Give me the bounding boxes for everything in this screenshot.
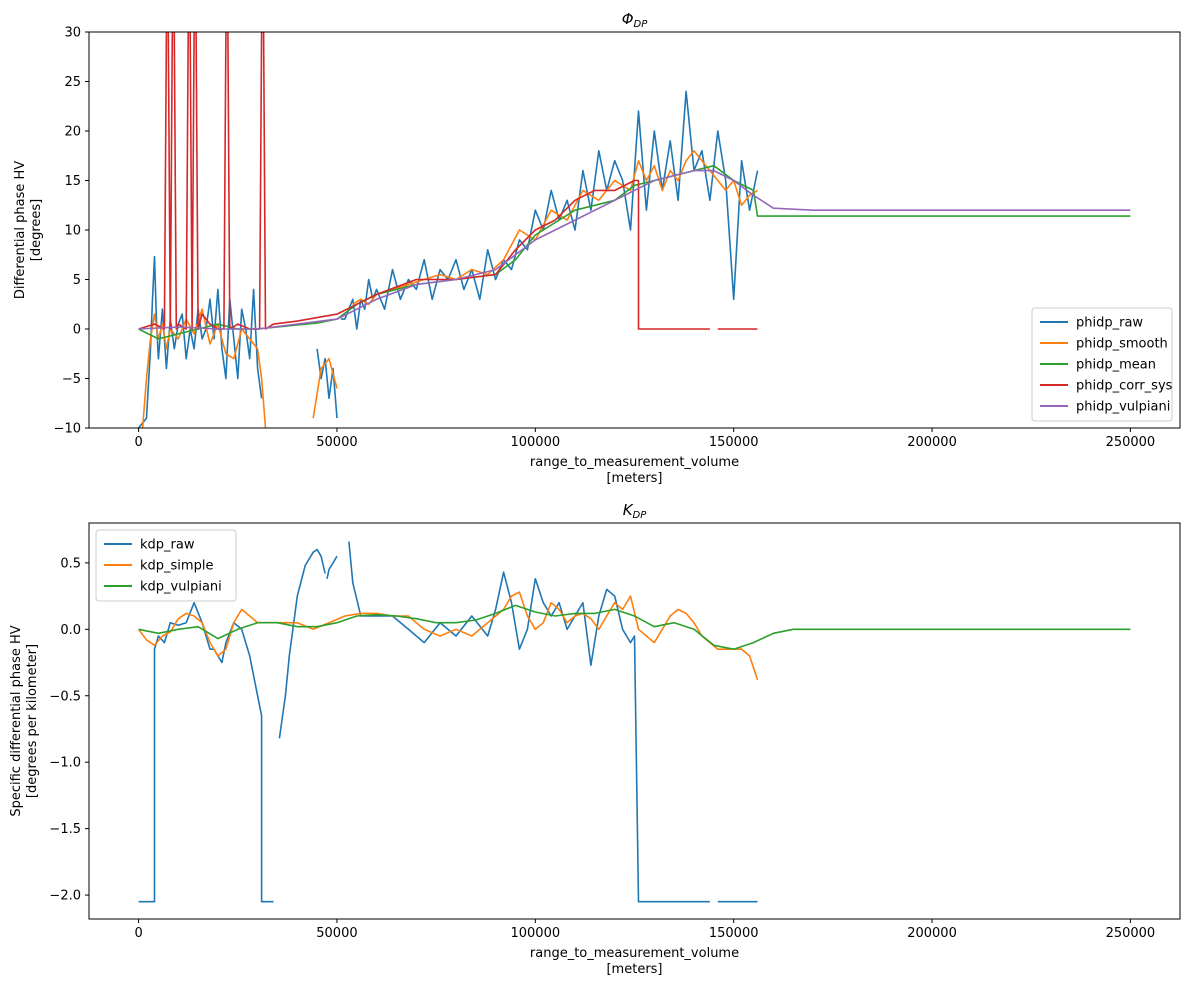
y-axis-label: Differential phase HV [13, 161, 28, 299]
legend-label: kdp_raw [140, 538, 195, 553]
legend-label: phidp_vulpiani [1076, 400, 1170, 415]
series-line-phidp_smooth [141, 150, 758, 428]
series-line-phidp_corr_sys [138, 32, 758, 330]
x-tick-label: 150000 [709, 926, 759, 941]
x-tick-label: 100000 [510, 435, 560, 450]
legend-label: kdp_vulpiani [140, 580, 222, 595]
y-axis-units: [degrees] [29, 199, 44, 261]
x-tick-label: 250000 [1106, 926, 1156, 941]
y-tick-label: −1.0 [49, 756, 81, 771]
x-tick-label: 50000 [316, 435, 357, 450]
series-line-kdp_raw [138, 541, 758, 903]
y-tick-label: 0.0 [60, 623, 81, 638]
x-tick-label: 150000 [709, 435, 759, 450]
x-tick-label: 200000 [907, 926, 957, 941]
y-axis-label: Specific differential phase HV [9, 625, 24, 816]
x-tick-label: 100000 [510, 926, 560, 941]
phidp-chart: 0 50000 100000 150000 200000 250000 −10 −5 0 5 10 1… [13, 10, 1181, 486]
legend-label: phidp_smooth [1076, 337, 1168, 352]
x-tick-label: 50000 [316, 926, 357, 941]
y-axis-units: [degrees per kilometer] [25, 644, 40, 798]
series-line-kdp_vulpiani [138, 604, 1131, 650]
chart-title: KDP [623, 501, 648, 521]
y-tick-label: 0.5 [60, 556, 81, 571]
y-tick-label: −1.5 [49, 822, 81, 837]
series-line-phidp_vulpiani [138, 169, 1131, 330]
legend-label: phidp_mean [1076, 358, 1156, 373]
y-tick-label: 10 [64, 224, 81, 239]
x-tick-label: 250000 [1106, 435, 1156, 450]
x-axis-label: range_to_measurement_volume [530, 946, 739, 961]
y-tick-label: −5 [62, 372, 81, 387]
series-line-phidp_raw [137, 90, 759, 428]
legend: phidp_raw phidp_smooth phidp_mean phidp_cor… [1031, 307, 1173, 422]
legend-box [95, 529, 237, 602]
y-tick-label: 5 [73, 273, 81, 288]
y-tick-label: −2.0 [49, 889, 81, 904]
x-tick-label: 0 [134, 926, 142, 941]
legend-label: phidp_corr_sys [1076, 379, 1173, 394]
y-tick-label: −0.5 [49, 689, 81, 704]
series-line-kdp_simple [137, 591, 759, 681]
legend-label: phidp_raw [1076, 316, 1143, 331]
y-tick-label: 25 [64, 75, 81, 90]
legend: kdp_raw kdp_simple kdp_vulpiani [95, 529, 237, 602]
axes-frame [88, 31, 1181, 429]
x-tick-label: 200000 [907, 435, 957, 450]
y-tick-label: −10 [54, 422, 81, 437]
legend-box [1031, 307, 1173, 422]
legend-label: kdp_simple [140, 559, 213, 574]
x-tick-label: 0 [134, 435, 142, 450]
y-tick-label: 20 [64, 125, 81, 140]
y-tick-label: 0 [73, 323, 81, 338]
x-axis-label: range_to_measurement_volume [530, 455, 739, 470]
chart-title: ΦDP [622, 10, 649, 30]
kdp-chart: 0 50000 100000 150000 200000 250000 −2.0 −1.5 −1… [9, 501, 1181, 977]
x-axis-units: [meters] [606, 962, 662, 977]
plot-area [137, 541, 1131, 903]
series-line-phidp_mean [138, 164, 1131, 340]
y-tick-label: 30 [64, 26, 81, 41]
y-tick-label: 15 [64, 174, 81, 189]
plot-area [137, 32, 1131, 428]
axes-frame [88, 522, 1181, 920]
x-axis-units: [meters] [606, 471, 662, 486]
